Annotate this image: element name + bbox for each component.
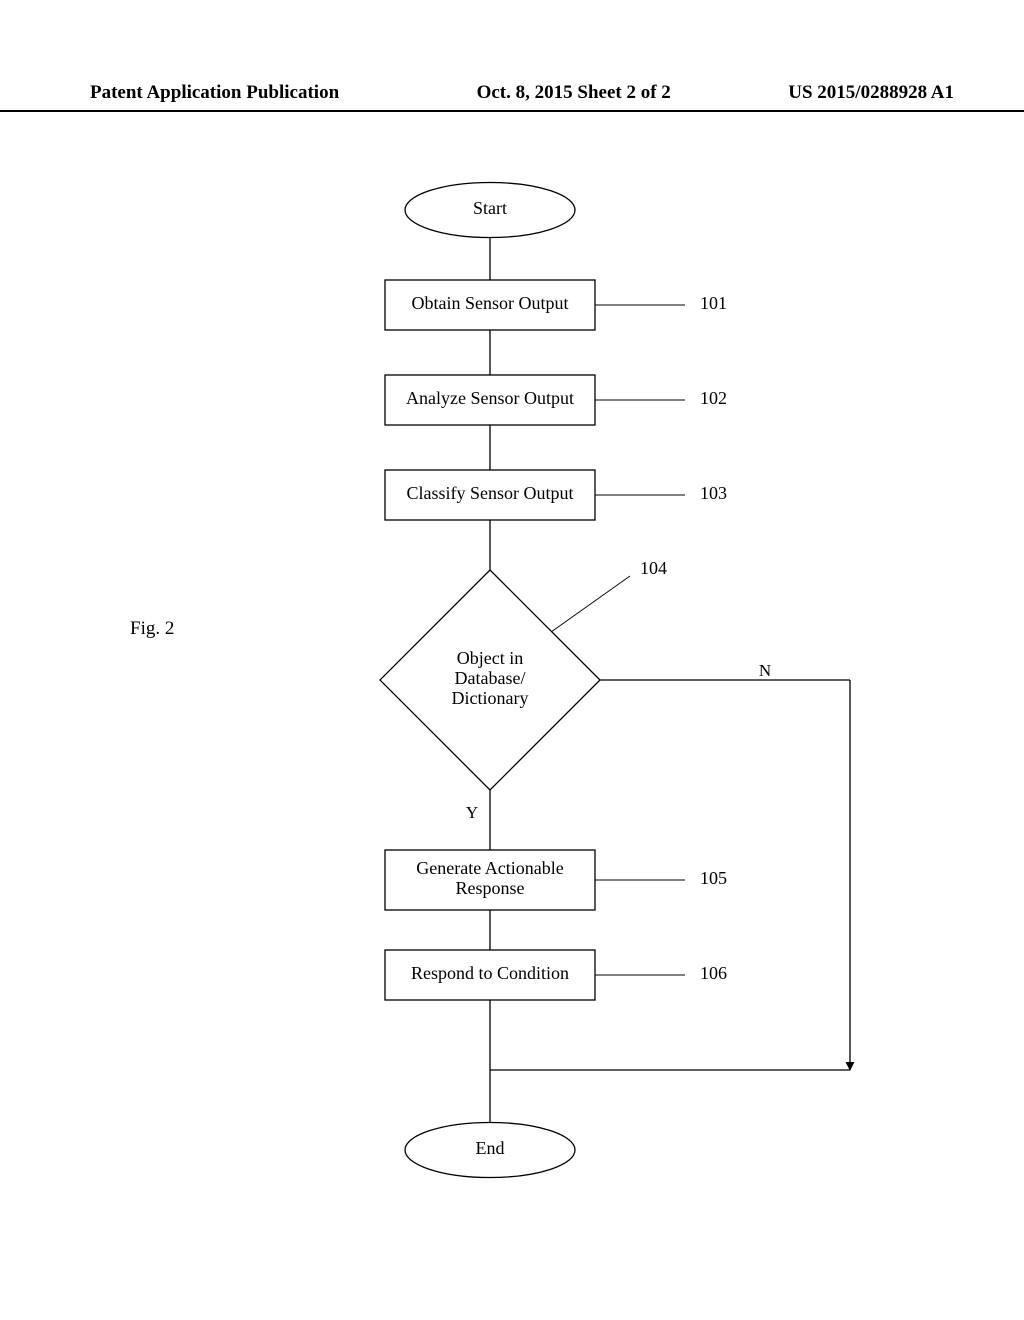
svg-text:102: 102 [700,388,727,408]
svg-text:101: 101 [700,293,727,313]
svg-text:Obtain Sensor Output: Obtain Sensor Output [412,293,569,313]
flow-node-n104: Object inDatabase/Dictionary [380,570,600,790]
flowchart-svg: Start Obtain Sensor Output 101 Analyze Sens… [0,0,1024,1320]
svg-text:Response: Response [456,878,525,898]
svg-text:Dictionary: Dictionary [452,688,529,708]
flow-node-n102: Analyze Sensor Output [385,375,595,425]
svg-text:Database/: Database/ [455,668,526,688]
svg-text:Y: Y [466,803,478,822]
flow-node-end: End [405,1123,575,1178]
flow-node-start: Start [405,183,575,238]
flow-node-n103: Classify Sensor Output [385,470,595,520]
svg-text:105: 105 [700,868,727,888]
svg-text:104: 104 [640,558,667,578]
svg-text:End: End [476,1138,505,1158]
flow-node-n105: Generate ActionableResponse [385,850,595,910]
svg-text:106: 106 [700,963,727,983]
svg-text:103: 103 [700,483,727,503]
svg-text:Classify Sensor Output: Classify Sensor Output [406,483,573,503]
svg-text:Start: Start [473,198,507,218]
svg-text:Respond to Condition: Respond to Condition [411,963,569,983]
flow-node-n106: Respond to Condition [385,950,595,1000]
svg-text:Generate Actionable: Generate Actionable [416,858,563,878]
svg-text:Analyze Sensor Output: Analyze Sensor Output [406,388,574,408]
flow-node-n101: Obtain Sensor Output [385,280,595,330]
svg-text:N: N [759,661,771,680]
svg-text:Object in: Object in [457,648,523,668]
